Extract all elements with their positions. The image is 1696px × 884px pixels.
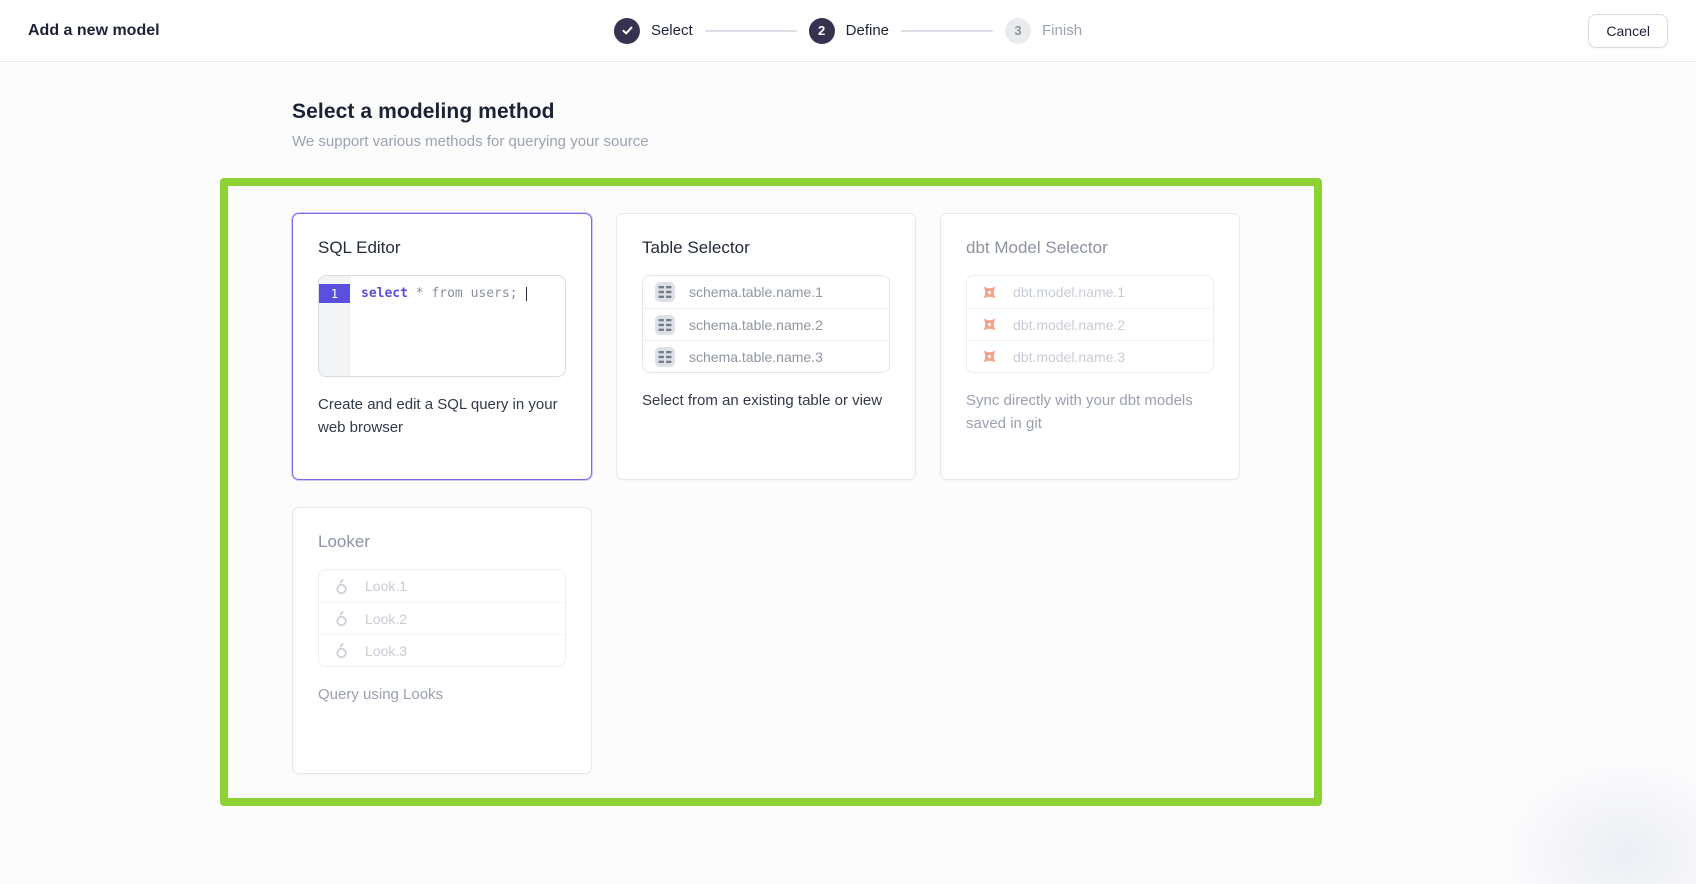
code-keyword: select — [361, 286, 408, 301]
section-subtitle: We support various methods for querying … — [292, 133, 649, 150]
code-text: select * from users; — [350, 286, 528, 301]
list-item-label: dbt.model.name.1 — [1013, 284, 1126, 300]
step-select-label: Select — [650, 22, 693, 39]
step-define-label: Define — [845, 22, 890, 39]
looker-icon — [330, 640, 352, 662]
step-finish-label: Finish — [1042, 22, 1083, 39]
highlight-region: SQL Editor 1 select * from users; Create… — [220, 178, 1322, 806]
step-connector — [704, 29, 797, 32]
header: Add a new model Select 2 Define 3 Finish… — [0, 0, 1696, 62]
step-connector — [901, 29, 994, 32]
card-sql-editor-description: Create and edit a SQL query in your web … — [318, 396, 558, 436]
list-item: Look.3 — [319, 634, 565, 666]
text-caret — [526, 286, 528, 301]
list-item: dbt.model.name.3 — [967, 340, 1213, 372]
section-title: Select a modeling method — [292, 100, 555, 123]
list-item-label: schema.table.name.2 — [689, 316, 823, 333]
list-item: schema.table.name.2 — [643, 308, 889, 340]
list-item: Look.2 — [319, 602, 565, 634]
card-dbt-title: dbt Model Selector — [966, 238, 1108, 257]
list-item-label: dbt.model.name.3 — [1013, 348, 1126, 365]
looker-list-preview: Look.1 Look.2 Look.3 — [318, 569, 566, 667]
cancel-button[interactable]: Cancel — [1588, 13, 1668, 48]
sql-editor-preview: 1 select * from users; — [318, 275, 566, 377]
card-table-selector-description: Select from an existing table or view — [642, 392, 883, 409]
list-item-label: dbt.model.name.2 — [1013, 316, 1126, 333]
table-list-preview: schema.table.name.1 schema.table.name.2 … — [642, 275, 890, 373]
dbt-list-preview: dbt.model.name.1 dbt.model.name.2 dbt.mo… — [966, 275, 1214, 373]
step-select[interactable]: Select — [613, 17, 693, 44]
step-select-indicator — [613, 17, 640, 44]
line-number: 1 — [319, 284, 350, 303]
step-finish: 3 Finish — [1005, 17, 1083, 44]
dbt-icon — [978, 314, 1000, 336]
list-item: schema.table.name.1 — [643, 276, 889, 308]
card-sql-editor[interactable]: SQL Editor 1 select * from users; Create… — [292, 213, 592, 480]
method-cards-grid: SQL Editor 1 select * from users; Create… — [292, 213, 1240, 774]
card-looker-title: Looker — [318, 532, 370, 551]
code-rest: * from users; — [407, 286, 526, 301]
step-finish-indicator: 3 — [1005, 17, 1032, 44]
step-define: 2 Define — [808, 17, 890, 44]
table-icon — [654, 346, 676, 368]
list-item: dbt.model.name.2 — [967, 308, 1213, 340]
list-item-label: Look.3 — [365, 642, 408, 659]
stepper: Select 2 Define 3 Finish — [613, 17, 1083, 44]
card-looker-description: Query using Looks — [318, 686, 444, 703]
list-item-label: Look.1 — [365, 578, 408, 594]
dbt-icon — [978, 346, 1000, 368]
card-table-selector[interactable]: Table Selector schema.table.name.1 schem… — [616, 213, 916, 480]
section-heading: Select a modeling method We support vari… — [292, 100, 649, 150]
step-define-indicator: 2 — [808, 17, 835, 44]
page-title: Add a new model — [28, 21, 160, 39]
list-item-label: Look.2 — [365, 610, 408, 627]
dbt-icon — [978, 281, 1000, 303]
looker-icon — [330, 575, 352, 597]
card-table-selector-title: Table Selector — [642, 238, 750, 257]
card-dbt-description: Sync directly with your dbt models saved… — [966, 392, 1193, 432]
card-looker: Looker Look.1 Look.2 — [292, 507, 592, 774]
editor-line: 1 select * from users; — [319, 284, 565, 303]
list-item: dbt.model.name.1 — [967, 276, 1213, 308]
check-icon — [620, 24, 633, 37]
list-item: Look.1 — [319, 570, 565, 602]
list-item-label: schema.table.name.3 — [689, 348, 823, 365]
card-dbt-model-selector: dbt Model Selector dbt.model.name.1 dbt.… — [940, 213, 1240, 480]
looker-icon — [330, 608, 352, 630]
list-item-label: schema.table.name.1 — [689, 284, 823, 300]
card-sql-editor-title: SQL Editor — [318, 238, 401, 257]
list-item: schema.table.name.3 — [643, 340, 889, 372]
corner-gradient-decoration — [1496, 754, 1696, 884]
table-icon — [654, 314, 676, 336]
table-icon — [654, 281, 676, 303]
